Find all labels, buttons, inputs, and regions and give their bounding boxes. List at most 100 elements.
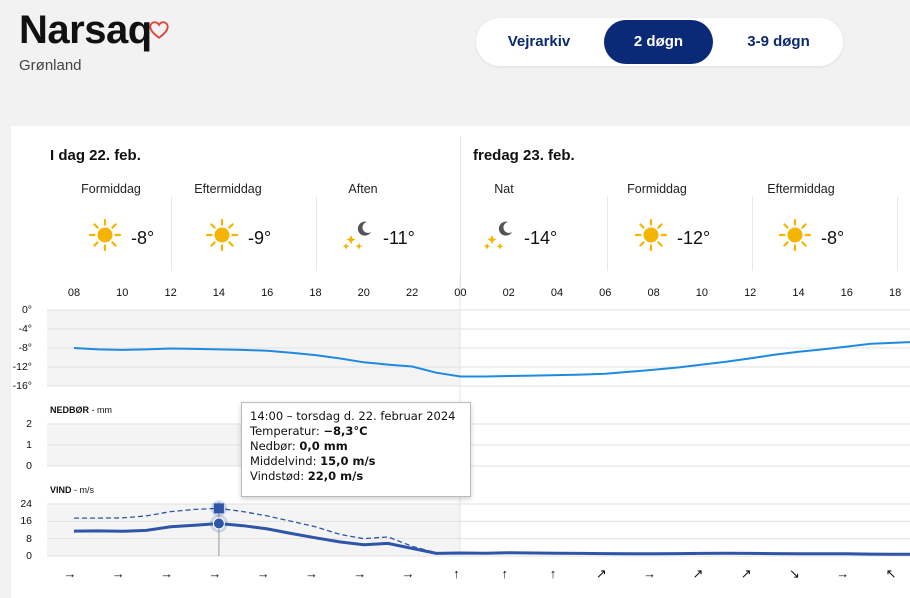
heart-icon[interactable]: [148, 19, 170, 41]
wind-direction-arrow: →: [643, 566, 657, 581]
period-divider: [752, 196, 753, 271]
precip-axis-label: 2: [26, 418, 32, 430]
period-label: Aften: [348, 182, 378, 196]
page-title: Narsaq: [19, 8, 152, 52]
wind-unit: m/s: [79, 485, 95, 495]
sun-icon: [634, 218, 668, 252]
tooltip-precip-row: Nedbør: 0,0 mm: [250, 439, 462, 454]
period-label: Formiddag: [81, 182, 141, 196]
hour-tick-label: 04: [550, 287, 564, 299]
period-label: Eftermiddag: [767, 182, 835, 196]
hour-tick-label: 06: [599, 287, 612, 299]
hour-tick-label: 18: [309, 287, 322, 299]
sun-icon: [205, 218, 239, 252]
tooltip-wind-label: Middelvind:: [250, 454, 317, 468]
page-header: Narsaq Grønland Vejrarkiv 2 døgn 3-9 døg…: [0, 0, 910, 126]
wind-direction-arrow: ↗: [740, 566, 752, 581]
period-temperature: -8°: [821, 228, 845, 248]
hour-tick-label: 12: [744, 287, 757, 299]
period-label: Nat: [494, 182, 514, 196]
hour-tick-label: 20: [357, 287, 370, 299]
precip-section-label: NEDBØR - mm: [50, 405, 113, 415]
wind-direction-arrow: ↖: [885, 566, 897, 581]
wind-direction-arrow: ↑: [453, 566, 460, 581]
hour-tick-label: 14: [212, 287, 226, 299]
temp-axis-label: -4°: [18, 323, 32, 335]
hour-tick-label: 12: [164, 287, 177, 299]
period-temperature: -11°: [383, 228, 415, 248]
wind-direction-arrow: ↘: [789, 566, 800, 581]
tooltip-temp-label: Temperatur:: [250, 424, 320, 438]
precip-axis-label: 1: [26, 439, 32, 451]
sun-icon: [778, 218, 812, 252]
tooltip-gust-value: 22,0 m/s: [307, 469, 364, 483]
wind-label: VIND: [50, 485, 72, 495]
wind-section-label: VIND - m/s: [50, 485, 95, 495]
hour-tick-label: 16: [840, 287, 853, 299]
period-temperature: -9°: [248, 228, 272, 248]
period-label: Eftermiddag: [194, 182, 262, 196]
period-divider: [607, 196, 608, 271]
wind-direction-arrow: ↗: [692, 566, 704, 581]
tooltip-temp-row: Temperatur: −8,3°C: [250, 424, 462, 439]
period-divider: [897, 196, 898, 271]
wind-axis-label: 16: [20, 515, 32, 528]
wind-direction-arrow: ↑: [501, 566, 508, 581]
wind-direction-arrow: →: [836, 566, 850, 581]
wind-direction-arrow: →: [353, 566, 367, 581]
wind-axis-label: 0: [26, 550, 32, 562]
period-label: Formiddag: [627, 182, 687, 196]
wind-direction-arrow: →: [63, 566, 77, 581]
tooltip-precip-value: 0,0 mm: [299, 439, 348, 453]
temp-axis-label: -12°: [12, 361, 32, 373]
precip-label: NEDBØR: [50, 405, 90, 415]
tooltip-wind-row: Middelvind: 15,0 m/s: [250, 454, 462, 469]
wind-hover-marker: [212, 517, 225, 530]
day-divider: [460, 136, 461, 296]
tab-2-dogn[interactable]: 2 døgn: [604, 20, 713, 64]
tab-vejrarkiv[interactable]: Vejrarkiv: [507, 33, 571, 50]
tooltip-title: 14:00 – torsdag d. 22. februar 2024: [250, 409, 456, 423]
tooltip-gust-label: Vindstød:: [250, 469, 305, 483]
gust-hover-marker: [213, 503, 224, 514]
region-subtitle: Grønland: [19, 57, 82, 74]
tab-3-9-dogn[interactable]: 3-9 døgn: [747, 33, 810, 50]
day-label-today: I dag 22. feb.: [50, 147, 141, 164]
view-tabs: Vejrarkiv 2 døgn 3-9 døgn: [476, 18, 843, 66]
tooltip-temp-value: −8,3°C: [323, 424, 368, 438]
hour-tick-label: 08: [67, 287, 81, 299]
wind-direction-arrow: →: [111, 566, 125, 581]
hour-tick-label: 22: [405, 287, 419, 299]
hour-tick-label: 14: [792, 287, 805, 299]
precip-unit: mm: [97, 405, 113, 415]
wind-direction-arrow: →: [160, 566, 174, 581]
hour-tick-label: 02: [502, 287, 515, 299]
tooltip-gust-row: Vindstød: 22,0 m/s: [250, 469, 462, 484]
wind-direction-arrow: ↗: [595, 566, 607, 581]
sun-icon: [88, 218, 122, 252]
forecast-card: I dag 22. feb. fredag 23. feb. Formiddag…: [11, 126, 910, 598]
moon-stars-icon: [483, 221, 512, 250]
temperature-line: [73, 341, 910, 378]
hour-tick-label: 10: [695, 287, 709, 299]
wind-direction-arrow: →: [208, 566, 222, 581]
period-temperature: -8°: [131, 228, 155, 248]
period-temperature: -14°: [524, 228, 558, 248]
moon-stars-icon: [342, 221, 371, 250]
hour-tick-label: 00: [454, 287, 467, 299]
temp-axis-label: 0°: [21, 304, 32, 316]
period-divider: [171, 196, 172, 271]
wind-axis-label: 24: [20, 498, 32, 510]
tooltip-wind-value: 15,0 m/s: [320, 454, 376, 468]
period-temperature: -12°: [677, 228, 711, 248]
wind-direction-arrow: ↑: [549, 566, 557, 581]
precip-axis-label: 0: [26, 460, 32, 472]
chart-tooltip: 14:00 – torsdag d. 22. februar 2024 Temp…: [241, 402, 471, 497]
temp-axis-label: -16°: [12, 380, 32, 392]
hour-tick-label: 16: [261, 287, 274, 299]
hour-tick-label: 10: [116, 287, 129, 299]
wind-direction-arrow: →: [305, 566, 318, 581]
hour-tick-label: 08: [647, 287, 660, 299]
wind-axis-label: 8: [26, 532, 32, 545]
day-label-tomorrow: fredag 23. feb.: [473, 147, 575, 164]
